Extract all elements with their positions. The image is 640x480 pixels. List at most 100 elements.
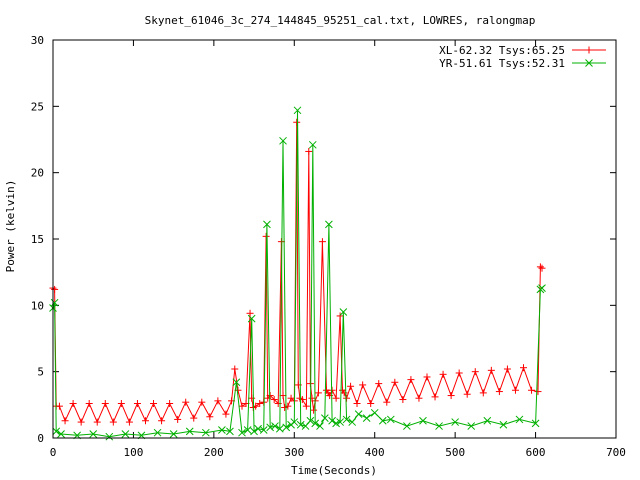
series-1-point-26: [279, 136, 287, 145]
series-0-point-86: [487, 366, 495, 374]
series-0-point-71: [367, 400, 375, 408]
series-1-point-25: [275, 424, 284, 433]
series-0-point-10: [109, 418, 117, 426]
series-0-point-79: [431, 393, 439, 401]
series-0-point-92: [534, 388, 542, 396]
x-tick-label-6: 600: [526, 446, 546, 459]
x-tick-label-4: 400: [365, 446, 385, 459]
plot-frame: [52, 39, 617, 439]
series-1-point-60: [538, 284, 546, 292]
series-1-point-23: [266, 423, 275, 432]
series-0-point-90: [520, 364, 528, 372]
series-0-point-7: [85, 400, 93, 408]
series-1-point-44: [348, 418, 357, 426]
series-1-point-11: [185, 427, 194, 436]
series-0-point-72: [375, 380, 383, 388]
series-1-point-48: [378, 416, 387, 425]
series-0-point-14: [141, 417, 149, 425]
series-1-point-10: [169, 430, 178, 438]
series-0-point-23: [214, 397, 222, 405]
series-0-point-58: [318, 238, 326, 246]
series-1-point-52: [435, 422, 443, 430]
series-0-point-31: [248, 394, 256, 402]
chart-title: Skynet_61046_3c_274_144845_95251_cal.txt…: [145, 14, 536, 27]
series-1-point-46: [362, 414, 371, 422]
series-0-point-6: [77, 418, 85, 426]
series-0-point-22: [206, 413, 214, 421]
y-tick-label-4: 20: [31, 167, 44, 180]
series-0-point-55: [310, 406, 318, 414]
series-1-point-47: [370, 408, 379, 417]
series-0-point-15: [150, 400, 158, 408]
series-1-point-13: [218, 426, 226, 434]
series-layer: [49, 106, 546, 441]
series-0-point-85: [479, 389, 487, 397]
series-1-point-2: [52, 427, 61, 436]
series-0-point-87: [495, 388, 503, 396]
series-1-point-50: [403, 422, 411, 430]
series-1-point-12: [201, 428, 210, 437]
series-1-point-54: [467, 422, 476, 430]
series-0-point-82: [455, 369, 463, 377]
series-0-point-36: [262, 232, 270, 240]
series-0-point-69: [353, 400, 361, 408]
series-1-point-57: [515, 415, 524, 424]
series-1-point-18: [247, 314, 256, 323]
series-0-point-52: [305, 147, 313, 155]
series-0-point-8: [93, 418, 101, 426]
y-tick-label-6: 30: [31, 34, 44, 47]
series-0-point-68: [347, 382, 355, 390]
series-1-point-19: [250, 427, 258, 436]
series-1-point-41: [336, 418, 344, 426]
series-0-point-64: [336, 312, 344, 320]
series-1-point-31: [296, 420, 305, 429]
series-1-point-42: [339, 308, 348, 316]
series-1-point-9: [153, 428, 162, 437]
series-0-point-3: [55, 402, 63, 410]
series-0-point-80: [439, 370, 447, 378]
series-1-point-34: [308, 140, 317, 149]
series-0-point-43: [281, 403, 289, 411]
x-tick-label-2: 200: [204, 446, 224, 459]
x-axis-label: Time(Seconds): [291, 464, 377, 477]
series-0-point-66: [340, 389, 348, 397]
series-1-point-33: [306, 416, 315, 425]
legend-label-0: XL-62.32 Tsys:65.25: [439, 44, 565, 57]
series-1-point-58: [531, 419, 540, 428]
series-1-point-45: [354, 410, 363, 418]
axis-ticks: 0 100 200 300 400 500 600 700 0 5 10 15 20 25 30: [31, 34, 626, 459]
series-1-point-39: [328, 416, 336, 425]
x-tick-label-0: 0: [50, 446, 57, 459]
series-0-point-51: [302, 402, 310, 410]
series-1-point-49: [386, 415, 395, 424]
series-0-point-93: [536, 263, 544, 271]
y-tick-label-1: 5: [37, 366, 44, 379]
series-0-point-34: [256, 400, 264, 408]
series-0-point-78: [423, 373, 431, 381]
series-0-point-47: [293, 118, 301, 126]
series-0-point-30: [246, 309, 254, 317]
series-1-point-1: [50, 298, 59, 307]
series-0-point-88: [503, 365, 511, 373]
series-0-point-12: [125, 418, 133, 426]
series-1-point-5: [89, 430, 98, 438]
series-0-point-73: [383, 398, 391, 406]
series-1-point-22: [263, 220, 271, 229]
series-1-point-6: [105, 432, 114, 441]
y-tick-label-2: 10: [31, 299, 44, 312]
series-0-point-81: [447, 392, 455, 400]
y-tick-label-5: 25: [31, 100, 44, 113]
series-0-point-94: [538, 264, 546, 272]
series-0-point-76: [407, 376, 415, 384]
series-0-point-4: [61, 417, 69, 425]
series-0-point-89: [511, 386, 519, 394]
series-1-point-36: [316, 422, 324, 430]
series-0-point-39: [270, 396, 278, 404]
series-0-point-19: [182, 398, 190, 406]
series-1-point-16: [238, 428, 246, 437]
series-0-point-83: [463, 390, 471, 398]
y-tick-label-3: 15: [31, 233, 44, 246]
series-1-point-7: [121, 430, 130, 438]
